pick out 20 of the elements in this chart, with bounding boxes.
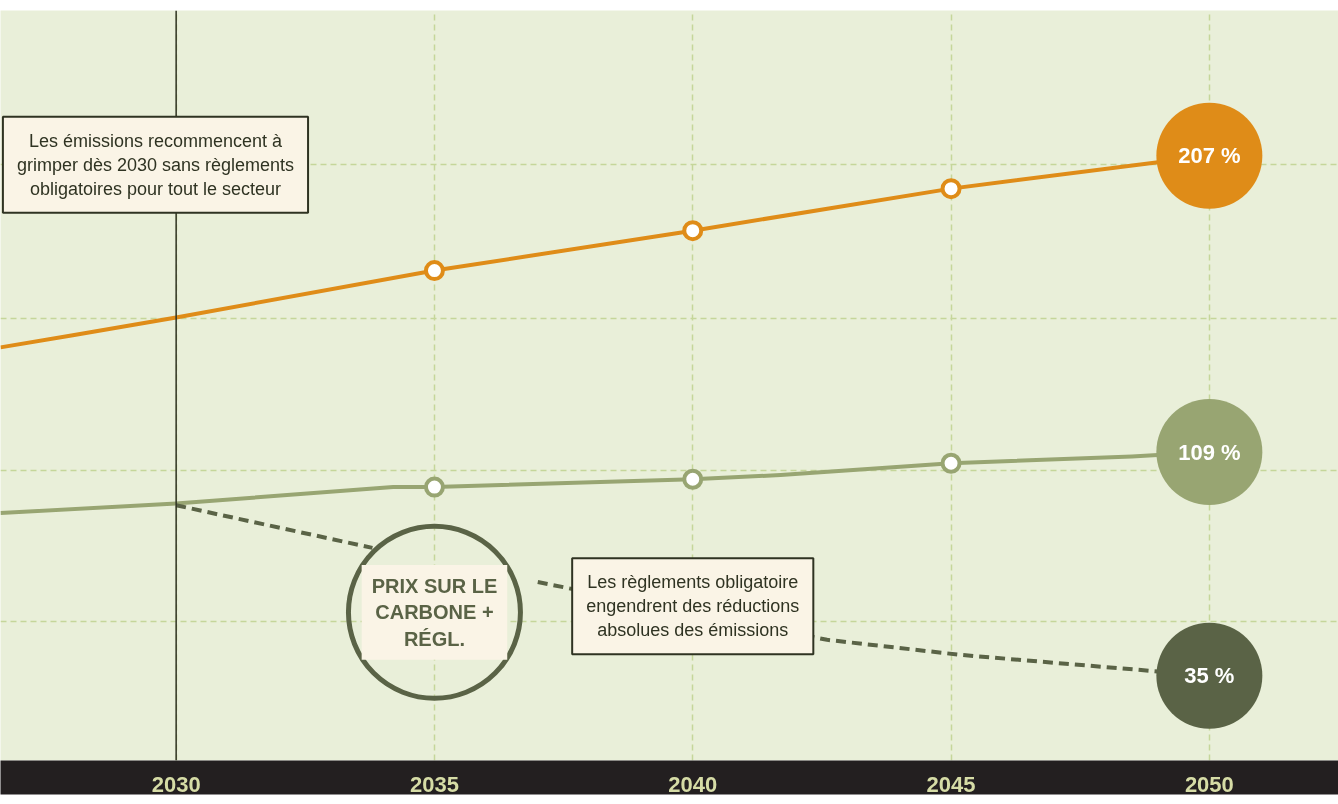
series-label: PRIX SUR LE CARBONE + RÉGL. — [371, 574, 498, 650]
point — [1156, 399, 1263, 505]
point — [423, 476, 445, 498]
annotation: Les émissions recommencent à grimper dès 2030 sans règlements obligatoires pour tout le secteur — [16, 130, 295, 199]
point — [423, 260, 445, 282]
point — [682, 468, 704, 490]
point — [940, 178, 962, 200]
x-tick-label: 2045 — [926, 771, 976, 797]
annotation: Les règlements obligatoire engendrent des réductions absolues des émissions — [586, 572, 800, 641]
point — [940, 452, 962, 474]
x-tick-label: 2040 — [668, 771, 718, 797]
point — [682, 220, 704, 242]
data-label: 35 % — [1184, 663, 1235, 689]
point — [1156, 102, 1263, 209]
x-tick-label: 2035 — [409, 771, 459, 797]
point — [1156, 622, 1263, 729]
data-label: 109 % — [1178, 439, 1241, 465]
data-label: 207 % — [1178, 143, 1241, 169]
x-tick-label: 2050 — [1184, 771, 1234, 797]
x-tick-label: 2030 — [151, 771, 201, 797]
